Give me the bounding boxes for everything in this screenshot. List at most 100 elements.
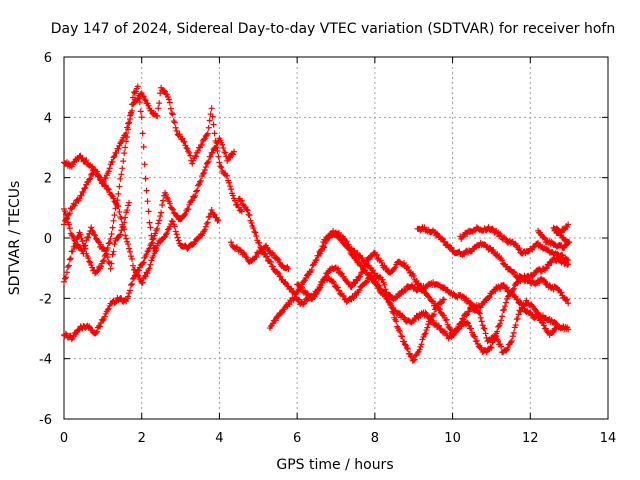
data-point — [106, 239, 113, 246]
data-point — [142, 175, 149, 182]
data-point — [214, 148, 221, 155]
data-point — [193, 188, 200, 195]
data-point — [410, 272, 417, 279]
data-point — [357, 273, 364, 280]
data-point — [475, 309, 482, 316]
data-point — [142, 97, 149, 104]
x-tick-label: 0 — [60, 431, 68, 446]
data-point — [66, 256, 73, 263]
data-point — [129, 281, 135, 288]
data-point — [534, 309, 541, 316]
data-point — [124, 124, 131, 131]
data-point — [226, 179, 233, 186]
data-point — [139, 130, 146, 137]
data-point — [434, 230, 441, 237]
data-point — [169, 111, 176, 118]
data-point — [418, 341, 425, 348]
data-point — [157, 213, 164, 220]
data-point — [85, 234, 92, 241]
data-point — [497, 320, 504, 327]
series-track-4 — [61, 135, 237, 343]
data-point — [103, 250, 110, 257]
data-point — [179, 135, 186, 142]
data-point — [195, 147, 202, 154]
data-point — [384, 293, 391, 300]
data-point — [389, 308, 396, 315]
data-point — [358, 269, 365, 276]
data-point — [110, 248, 117, 255]
data-point — [141, 96, 148, 103]
data-point — [238, 208, 245, 215]
data-point — [107, 235, 114, 242]
data-point — [331, 279, 338, 286]
data-point — [110, 154, 117, 161]
data-point — [209, 149, 216, 156]
data-point — [503, 299, 509, 306]
data-point — [404, 346, 411, 353]
data-point — [112, 199, 119, 206]
data-point — [85, 255, 92, 262]
data-point — [557, 229, 564, 236]
data-point — [478, 318, 485, 325]
data-point — [155, 220, 162, 227]
data-point — [116, 183, 123, 190]
data-point — [495, 323, 502, 330]
data-point — [217, 163, 224, 170]
data-point — [161, 87, 168, 94]
data-point — [64, 263, 71, 270]
data-point — [481, 325, 488, 332]
data-point — [274, 256, 281, 263]
data-point — [71, 237, 78, 244]
data-point — [440, 284, 447, 291]
y-tick-label: -4 — [39, 353, 52, 368]
data-point — [96, 323, 103, 330]
data-point — [494, 328, 501, 335]
data-point — [125, 202, 132, 209]
data-point — [369, 267, 376, 274]
data-point — [104, 254, 111, 261]
data-point — [469, 303, 475, 310]
data-point — [133, 271, 140, 278]
data-point — [356, 287, 363, 294]
data-point — [174, 234, 181, 241]
data-point — [69, 233, 76, 240]
data-point — [172, 124, 179, 131]
data-point — [127, 116, 134, 123]
data-point — [440, 296, 447, 303]
data-point — [189, 160, 196, 167]
data-point — [74, 241, 81, 248]
data-point — [201, 226, 208, 233]
data-point — [209, 113, 216, 120]
data-point — [464, 319, 471, 326]
data-point — [486, 293, 493, 300]
data-point — [492, 334, 499, 341]
data-point — [92, 232, 99, 239]
data-point — [215, 153, 222, 160]
data-point — [438, 235, 445, 242]
data-point — [121, 219, 128, 226]
data-point — [473, 337, 480, 344]
data-point — [163, 191, 169, 198]
data-point — [510, 268, 517, 275]
data-point — [231, 197, 238, 204]
data-point — [550, 328, 557, 335]
data-point — [401, 259, 407, 266]
data-point — [156, 217, 163, 224]
data-point — [81, 246, 88, 253]
data-point — [541, 278, 548, 285]
data-point — [173, 128, 180, 135]
data-point — [228, 239, 235, 246]
data-point — [113, 149, 120, 156]
x-tick-label: 12 — [522, 431, 539, 446]
data-point — [118, 227, 125, 234]
data-point — [498, 317, 505, 324]
data-point — [138, 114, 145, 121]
data-point — [134, 96, 141, 103]
series-track-13 — [228, 239, 292, 272]
data-point — [393, 318, 400, 325]
data-point — [482, 330, 489, 337]
data-point — [139, 260, 146, 267]
data-point — [105, 168, 112, 175]
data-point — [212, 144, 219, 151]
data-point — [171, 119, 178, 126]
